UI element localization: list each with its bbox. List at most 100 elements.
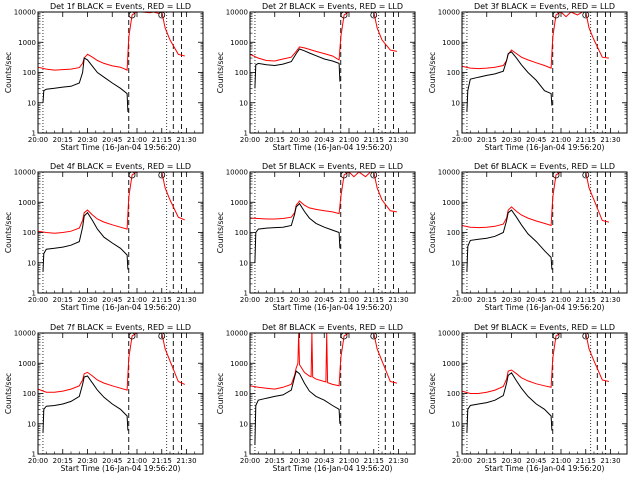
x-tick-label: 20:00 <box>240 296 260 304</box>
chart-panel: Det 1f BLACK = Events, RED = LLD 1 10 100 10… <box>4 2 204 152</box>
y-tick-label: 10 <box>451 259 460 267</box>
x-tick-label: 20:15 <box>53 457 73 465</box>
x-tick-label: 20:00 <box>452 136 472 144</box>
x-tick-label: 20:15 <box>265 457 285 465</box>
y-tick-label: 10 <box>27 420 36 428</box>
y-axis-label: Counts/sec <box>4 52 13 93</box>
chart-title: Det 3f BLACK = Events, RED = LLD <box>474 2 615 11</box>
y-tick-label: 10000 <box>14 330 36 338</box>
x-tick-label: 20:00 <box>452 457 472 465</box>
y-tick-label: 10000 <box>438 169 460 177</box>
lld-series-line <box>37 11 185 71</box>
events-series-line <box>466 51 553 112</box>
x-tick-label: 21:30 <box>600 136 620 144</box>
x-tick-label: 21:15 <box>152 296 172 304</box>
x-tick-label: 20:30 <box>501 296 521 304</box>
x-axis-label: Start Time (16-Jan-04 19:56:20) <box>61 143 181 152</box>
events-series-line <box>254 370 341 445</box>
x-tick-label: 20:15 <box>53 296 73 304</box>
x-tick-label: 20:30 <box>501 457 521 465</box>
events-series-line <box>254 48 341 89</box>
y-tick-label: 100 <box>235 229 248 237</box>
y-tick-label: 1000 <box>442 199 460 207</box>
y-axis-label: Counts/sec <box>428 52 437 93</box>
x-tick-label: 21:30 <box>176 457 196 465</box>
y-tick-label: 10000 <box>438 330 460 338</box>
x-tick-label: 20:00 <box>28 457 48 465</box>
chart-panel: Det 5f BLACK = Events, RED = LLD 1 10 100 10… <box>216 162 416 312</box>
x-tick-label: 20:30 <box>501 136 521 144</box>
x-tick-label: 20:45 <box>526 457 546 465</box>
chart-title: Det 5f BLACK = Events, RED = LLD <box>262 162 403 171</box>
x-tick-label: 21:30 <box>388 136 408 144</box>
y-axis-label: Counts/sec <box>428 212 437 253</box>
x-tick-label: 20:45 <box>526 296 546 304</box>
chart-panel: Det 9f BLACK = Events, RED = LLD 1 10 100 10… <box>428 323 628 473</box>
plot-frame <box>249 171 416 294</box>
y-tick-label: 10 <box>451 420 460 428</box>
y-tick-label: 10 <box>239 99 248 107</box>
y-tick-label: 10000 <box>226 9 248 17</box>
y-tick-label: 1000 <box>18 39 36 47</box>
x-tick-label: 20:45 <box>102 457 122 465</box>
x-tick-label: 20:30 <box>77 136 97 144</box>
y-axis-label: Counts/sec <box>4 212 13 253</box>
x-tick-label: 21:15 <box>364 457 384 465</box>
x-tick-label: 21:15 <box>576 136 596 144</box>
x-tick-label: 20:43 <box>314 136 334 144</box>
y-tick-label: 1 <box>32 290 36 298</box>
plot-frame <box>461 171 628 294</box>
y-tick-label: 1 <box>456 290 460 298</box>
x-tick-label: 20:15 <box>265 136 285 144</box>
y-tick-label: 100 <box>23 229 36 237</box>
events-series-line <box>42 211 129 272</box>
plot-frame <box>37 11 204 134</box>
x-tick-label: 20:00 <box>28 296 48 304</box>
y-tick-label: 1000 <box>18 199 36 207</box>
x-tick-label: 21:15 <box>152 457 172 465</box>
y-axis-label: Counts/sec <box>216 52 225 93</box>
x-tick-label: 21:00 <box>127 457 147 465</box>
y-axis-label: Counts/sec <box>4 373 13 414</box>
x-tick-label: 21:15 <box>576 457 596 465</box>
y-tick-label: 1 <box>456 451 460 459</box>
lld-series-line <box>461 332 610 394</box>
plot-frame <box>249 332 416 455</box>
y-axis-label: Counts/sec <box>216 212 225 253</box>
x-tick-label: 21:15 <box>576 296 596 304</box>
chart-title: Det 7f BLACK = Events, RED = LLD <box>50 323 191 332</box>
y-tick-label: 1 <box>32 130 36 138</box>
y-tick-label: 1000 <box>230 39 248 47</box>
x-tick-label: 20:15 <box>477 296 497 304</box>
chart-panel: Det 7f BLACK = Events, RED = LLD 1 10 100 10… <box>4 323 204 473</box>
y-tick-label: 10000 <box>226 330 248 338</box>
chart-title: Det 2f BLACK = Events, RED = LLD <box>262 2 403 11</box>
x-tick-label: 21:00 <box>551 136 571 144</box>
x-tick-label: 21:30 <box>388 296 408 304</box>
x-tick-label: 20:00 <box>240 457 260 465</box>
lld-series-line <box>249 332 398 390</box>
chart-panel: Det 2f BLACK = Events, RED = LLD 1 10 100 10… <box>216 2 416 152</box>
x-axis-label: Start Time (16-Jan-04 19:56:20) <box>61 464 181 473</box>
y-tick-label: 1000 <box>18 360 36 368</box>
x-axis-label: Start Time (16-Jan-04 19:56:20) <box>273 464 393 473</box>
x-tick-label: 21:00 <box>551 296 571 304</box>
x-tick-label: 20:30 <box>77 457 97 465</box>
y-tick-label: 10 <box>239 259 248 267</box>
x-axis-label: Start Time (16-Jan-04 19:56:20) <box>273 303 393 312</box>
x-tick-label: 20:00 <box>452 296 472 304</box>
x-tick-label: 20:30 <box>289 136 309 144</box>
x-tick-label: 20:45 <box>102 296 122 304</box>
x-tick-label: 21:30 <box>176 296 196 304</box>
y-tick-label: 10000 <box>226 169 248 177</box>
x-tick-label: 21:00 <box>339 136 359 144</box>
x-tick-label: 21:00 <box>339 457 359 465</box>
events-series-line <box>42 57 129 112</box>
events-series-line <box>42 375 129 433</box>
chart-title: Det 8f BLACK = Events, RED = LLD <box>262 323 403 332</box>
x-tick-label: 21:00 <box>127 136 147 144</box>
y-axis-label: Counts/sec <box>428 373 437 414</box>
x-tick-label: 20:45 <box>102 136 122 144</box>
x-tick-label: 20:45 <box>526 136 546 144</box>
events-series-line <box>254 202 341 263</box>
